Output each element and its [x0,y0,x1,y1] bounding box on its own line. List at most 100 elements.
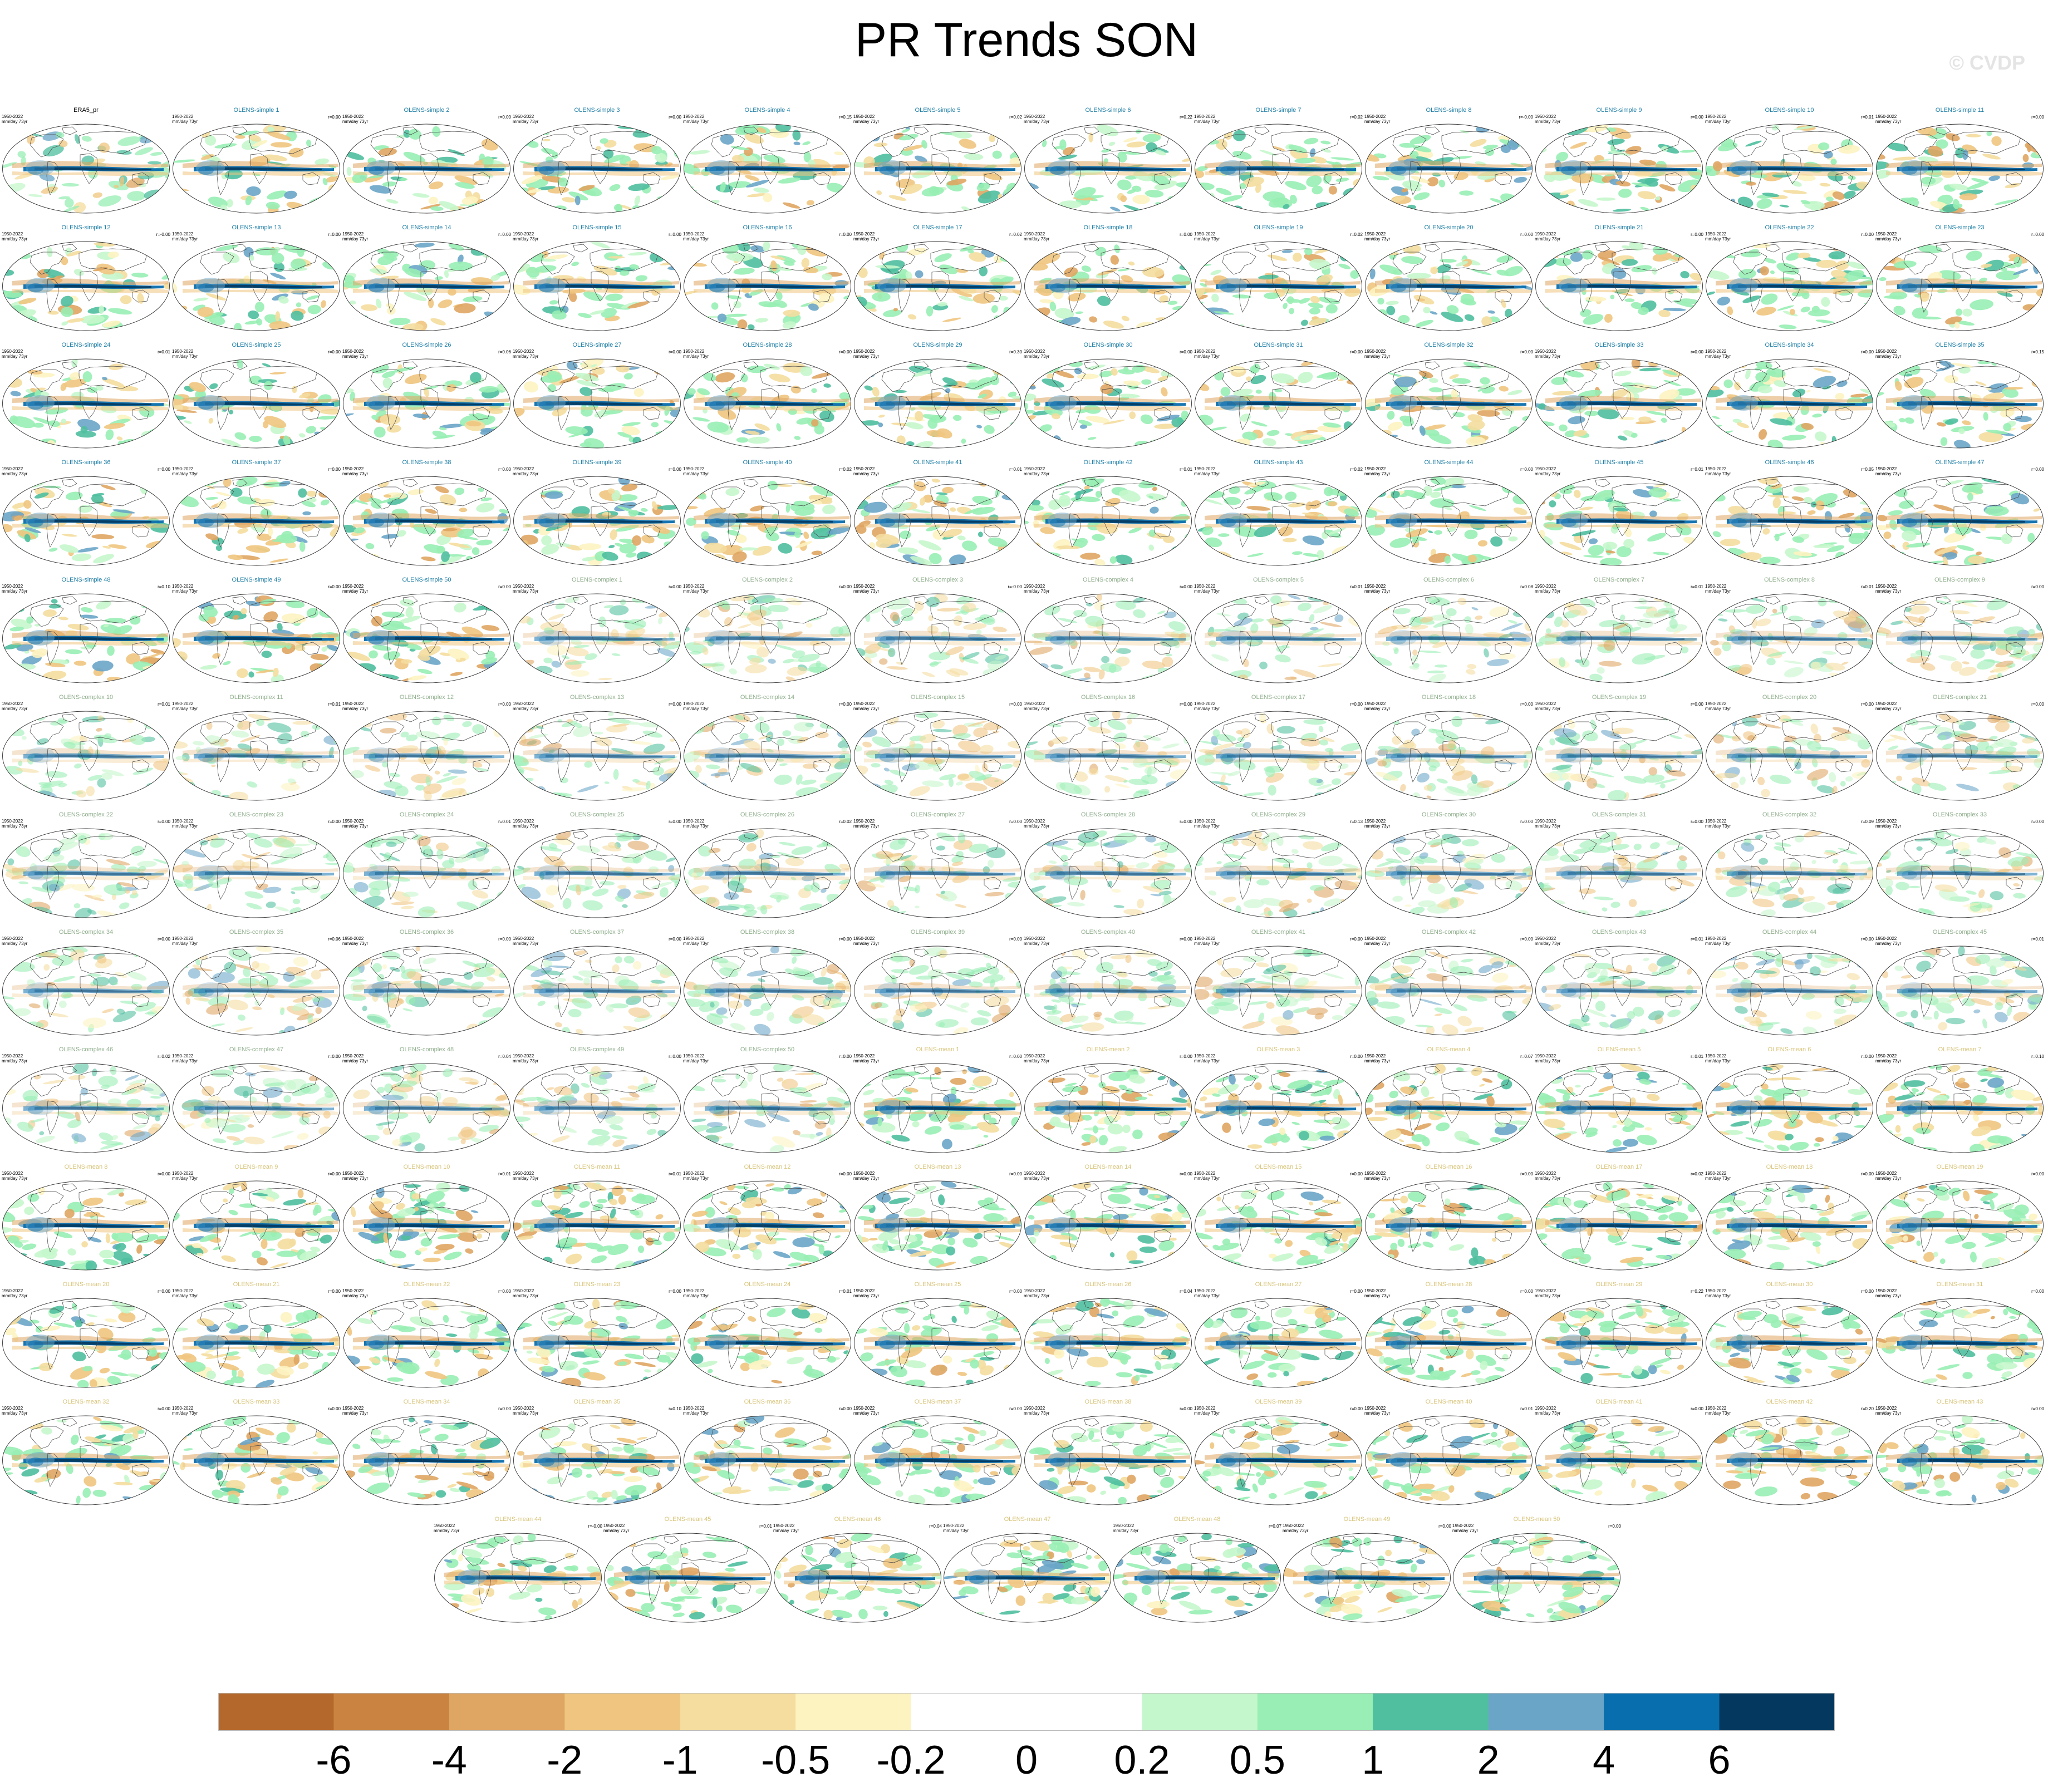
panel-title: OLENS-complex 24 [399,811,454,818]
panel-title: OLENS-simple 29 [913,342,962,348]
map-panel: OLENS-complex 2 1950-2022 mm/day 73yr r=0.0… [682,577,852,688]
panel-correlation: r=0.00 [328,467,341,472]
panel-title: OLENS-mean 29 [1595,1281,1643,1288]
panel-title: OLENS-simple 18 [1083,224,1133,231]
panel-units: mm/day 73yr [1535,1293,1561,1298]
panel-correlation: r=0.00 [839,702,852,707]
panel-title: OLENS-complex 39 [910,929,965,936]
panel-title: OLENS-simple 3 [574,107,620,114]
panel-correlation: r=0.07 [1520,1054,1533,1059]
trend-map [1706,124,1873,214]
trend-map [343,358,510,449]
map-panel: OLENS-mean 46 1950-2022 mm/day 73yr r=0.04 [773,1516,942,1627]
panel-units: mm/day 73yr [1705,237,1731,242]
panel-units: mm/day 73yr [1194,589,1220,594]
panel-dates: 1950-2022 [1024,701,1045,706]
trend-map [854,1063,1021,1153]
panel-dates: 1950-2022 [1875,1171,1897,1176]
panel-units: mm/day 73yr [1024,237,1050,242]
panel-dates: 1950-2022 [513,1053,534,1059]
panel-units: mm/day 73yr [1875,706,1902,711]
panel-correlation: r=-0.00 [1008,584,1022,589]
panel-correlation: r=0.00 [669,702,681,707]
map-panel: OLENS-complex 35 1950-2022 mm/day 73yr r=0.… [171,929,341,1040]
trend-map [343,1063,510,1153]
panel-title: OLENS-complex 30 [1421,811,1476,818]
colorbar-label: -0.2 [876,1738,946,1783]
panel-units: mm/day 73yr [2,1176,28,1181]
panel-dates: 1950-2022 [1364,349,1386,354]
panel-correlation: r=0.00 [328,1171,341,1176]
panel-correlation: r=0.01 [1691,937,1703,942]
panel-dates: 1950-2022 [1364,1406,1386,1411]
panel-dates: 1950-2022 [853,1171,875,1176]
map-panel: OLENS-mean 49 1950-2022 mm/day 73yr r=0.00 [1282,1516,1452,1627]
map-panel: OLENS-simple 34 1950-2022 mm/day 73yr r=0.0… [1705,342,1874,453]
trend-map [1876,241,2044,331]
map-panel: OLENS-mean 26 1950-2022 mm/day 73yr r=0.04 [1023,1281,1193,1392]
panel-dates: 1950-2022 [342,1406,364,1411]
trend-map [1113,1533,1281,1623]
map-panel: OLENS-complex 24 1950-2022 mm/day 73yr r=0.… [342,811,512,923]
panel-units: mm/day 73yr [1364,1293,1391,1298]
map-panel: OLENS-complex 21 1950-2022 mm/day 73yr r=0.… [1875,694,2045,805]
panel-dates: 1950-2022 [2,114,23,119]
panel-title: OLENS-simple 27 [572,342,622,348]
panel-correlation: r=0.00 [1180,584,1192,589]
panel-title: OLENS-complex 37 [569,929,625,936]
map-panel: OLENS-complex 4 1950-2022 mm/day 73yr r=0.0… [1023,577,1193,688]
map-panel: OLENS-complex 46 1950-2022 mm/day 73yr r=0.… [1,1046,171,1158]
colorbar-swatch [1026,1693,1142,1731]
panel-dates: 1950-2022 [1705,584,1727,589]
map-panel: OLENS-simple 41 1950-2022 mm/day 73yr r=0.0… [853,459,1023,570]
panel-title: OLENS-complex 17 [1251,694,1306,701]
panel-dates: 1950-2022 [172,466,194,471]
panel-units: mm/day 73yr [513,354,539,359]
trend-map [854,124,1021,214]
trend-map [684,1180,851,1271]
trend-map [1535,124,1703,214]
map-panel: OLENS-complex 15 1950-2022 mm/day 73yr r=0.… [853,694,1023,805]
colorbar-swatch [218,1693,334,1731]
trend-map [173,593,340,683]
map-panel: OLENS-simple 36 1950-2022 mm/day 73yr r=0.0… [1,459,171,570]
panel-units: mm/day 73yr [513,471,539,476]
panel-dates: 1950-2022 [513,232,534,237]
panel-units: mm/day 73yr [1024,824,1050,829]
panel-units: mm/day 73yr [2,1411,28,1416]
map-panel: OLENS-simple 20 1950-2022 mm/day 73yr r=0.0… [1364,224,1534,336]
panel-units: mm/day 73yr [853,941,880,946]
panel-title: OLENS-complex 27 [910,811,965,818]
trend-map [1024,711,1192,801]
panel-title: OLENS-mean 3 [1256,1046,1300,1053]
panel-correlation: r=0.20 [1861,1406,1874,1411]
map-panel: OLENS-mean 9 1950-2022 mm/day 73yr r=0.00 [171,1164,341,1275]
panel-correlation: r=0.01 [1861,584,1874,589]
panel-dates: 1950-2022 [172,114,194,119]
map-panel: OLENS-complex 7 1950-2022 mm/day 73yr r=0.0… [1534,577,1704,688]
trend-map [1706,1298,1873,1388]
trend-map [1365,124,1533,214]
trend-map [513,593,681,683]
panel-correlation: r=0.00 [498,584,511,589]
panel-correlation: r=0.00 [839,584,852,589]
panel-dates: 1950-2022 [1535,701,1556,706]
panel-dates: 1950-2022 [683,1288,705,1293]
panel-correlation: r=0.00 [1009,1406,1022,1411]
panel-dates: 1950-2022 [1705,232,1727,237]
trend-map [1283,1533,1451,1623]
map-panel: OLENS-mean 28 1950-2022 mm/day 73yr r=0.00 [1364,1281,1534,1392]
panel-title: OLENS-complex 46 [58,1046,114,1053]
trend-map [854,1180,1021,1271]
panel-title: OLENS-simple 44 [1424,459,1474,466]
trend-map [173,358,340,449]
panel-dates: 1950-2022 [513,466,534,471]
panel-correlation: r=0.00 [1438,1524,1451,1529]
panel-title: OLENS-complex 11 [229,694,283,701]
panel-title: OLENS-complex 29 [1251,811,1306,818]
panel-units: mm/day 73yr [172,1059,198,1064]
panel-units: mm/day 73yr [1194,237,1220,242]
panel-dates: 1950-2022 [513,1288,534,1293]
panel-correlation: r=0.00 [839,349,852,355]
map-panel: OLENS-complex 27 1950-2022 mm/day 73yr r=0.… [853,811,1023,923]
